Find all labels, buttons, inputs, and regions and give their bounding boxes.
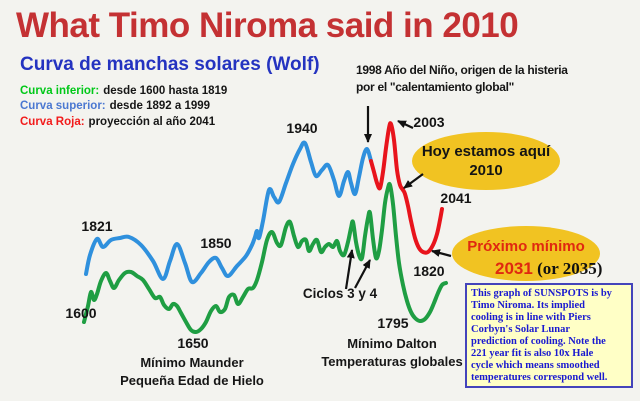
legend-item-superior: Curva superior: desde 1892 a 1999 [20,99,227,114]
dalton-label: Mínimo Dalton Temperaturas globales [321,335,462,371]
note-line: This graph of SUNSPOTS is by [471,288,612,299]
year-label-1820: 1820 [413,263,445,279]
curve-inferior [82,181,448,335]
legend-item-roja: Curva Roja: proyección al año 2041 [20,115,227,130]
legend-key-inferior: Curva inferior: [20,85,100,97]
arrow-hoy-to-curve [403,173,424,189]
note-line: cycle which means smoothed [471,360,600,371]
note-line: prediction of cooling. Note the [471,336,606,347]
proximo-alt-year: (or 2035) [532,259,603,278]
proximo-line-1: Próximo mínimo [467,238,585,255]
curve-proyeccion [369,121,444,255]
hoy-line-2: 2010 [469,162,503,179]
page-title: What Timo Niroma said in 2010 [16,6,519,45]
dalton-line-1: Mínimo Dalton [347,336,437,351]
year-label-1600: 1600 [65,305,97,321]
curve-superior [84,140,373,285]
chart-title: Curva de manchas solares (Wolf) [20,54,320,75]
legend-text-roja: proyección al año 2041 [88,115,216,128]
maunder-line-2: Pequeña Edad de Hielo [120,373,264,388]
year-label-2041: 2041 [440,190,472,206]
legend: Curva inferior: desde 1600 hasta 1819 Cur… [20,84,227,130]
ciclos-label: Ciclos 3 y 4 [302,286,378,301]
note-line: 221 year fit is also 10x Hale [471,348,594,359]
nino-line-1: 1998 Año del Niño, origen de la histeria [356,63,568,77]
year-label-1821: 1821 [81,218,113,234]
proximo-minimo-callout: Próximo mínimo 2031 (or 2035) [452,226,602,281]
arrow-proximo-to-min [431,249,452,258]
note-line: cooling is in line with Piers [471,312,591,323]
note-box: This graph of SUNSPOTS is by Timo Niroma.… [465,283,633,388]
note-line: temperatures correspond well. [471,372,608,383]
legend-key-superior: Curva superior: [20,100,106,113]
year-label-1650: 1650 [177,335,209,351]
year-label-2003: 2003 [413,114,445,130]
note-line: Timo Niroma. Its implied [471,300,585,311]
arrow-2003-to-peak [397,120,414,129]
arrow-ciclo-3 [344,249,355,290]
note-text: This graph of SUNSPOTS is by Timo Niroma.… [471,288,627,384]
year-label-1940: 1940 [286,120,318,136]
legend-text-superior: desde 1892 a 1999 [109,100,211,113]
hoy-estamos-aqui-callout: Hoy estamos aquí 2010 [412,132,560,190]
maunder-line-1: Mínimo Maunder [140,355,244,370]
legend-text-inferior: desde 1600 hasta 1819 [103,85,228,97]
year-label-1795: 1795 [377,315,409,331]
nino-line-2: por el "calentamiento global" [356,80,515,94]
proximo-line-2: 2031 (or 2035) [495,259,602,279]
legend-item-inferior: Curva inferior: desde 1600 hasta 1819 [20,84,227,99]
arrow-ciclo-4 [354,259,371,289]
nino-1998-annotation: 1998 Año del Niño, origen de la histeria… [356,62,568,96]
hoy-line-1: Hoy estamos aquí [421,143,551,160]
proximo-year: 2031 [495,259,533,278]
legend-key-roja: Curva Roja: [20,115,85,128]
note-line: Corbyn's Solar Lunar [471,324,570,335]
dalton-line-2: Temperaturas globales [321,354,463,369]
maunder-label: Mínimo Maunder Pequeña Edad de Hielo [120,354,264,390]
year-label-1850: 1850 [200,235,232,251]
